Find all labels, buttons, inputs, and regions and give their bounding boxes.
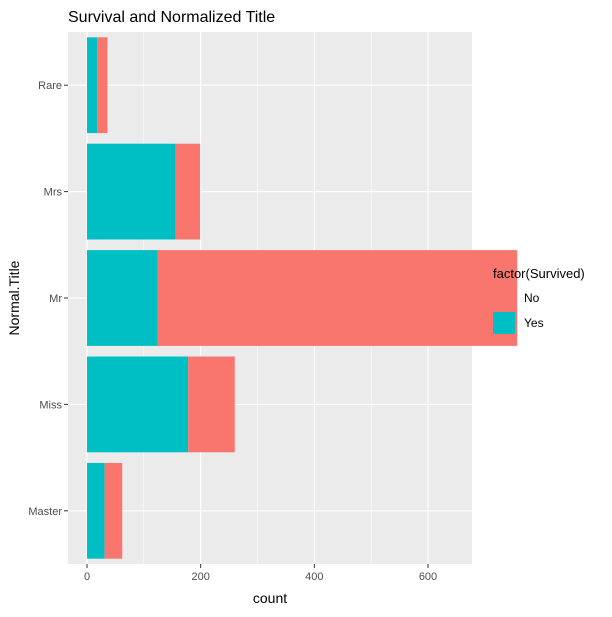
x-tick-label: 200	[191, 571, 209, 583]
y-tick-label: Miss	[39, 399, 62, 411]
bar-mrs-no	[175, 143, 201, 240]
y-tick-label: Rare	[38, 80, 62, 92]
legend: factor(Survived) No Yes	[493, 266, 585, 334]
y-tick-label: Master	[28, 506, 62, 518]
bar-mr-no	[157, 250, 518, 346]
bar-master-no	[104, 462, 123, 559]
bar-mrs-yes	[87, 143, 176, 240]
bar-miss-no	[188, 356, 235, 453]
bar-miss-yes	[87, 356, 189, 453]
x-tick-label: 600	[419, 571, 437, 583]
bar-master-yes	[87, 462, 105, 559]
legend-label-no: No	[524, 291, 540, 305]
x-tick-label: 400	[305, 571, 323, 583]
y-tick-label: Mr	[49, 293, 62, 305]
y-tick-label: Mrs	[44, 187, 63, 199]
legend-key-no	[493, 287, 515, 309]
bars	[87, 37, 518, 559]
bar-rare-yes	[87, 37, 98, 134]
bar-rare-no	[97, 37, 108, 134]
x-tick-label: 0	[84, 571, 90, 583]
legend-label-yes: Yes	[524, 316, 544, 330]
bar-mr-yes	[87, 250, 158, 346]
chart-title: Survival and Normalized Title	[68, 9, 275, 26]
legend-key-yes	[493, 312, 515, 334]
y-axis-title: Normal.Title	[6, 260, 22, 335]
x-axis: 0 200 400 600	[84, 564, 437, 583]
x-axis-title: count	[253, 590, 287, 606]
legend-title: factor(Survived)	[493, 266, 585, 281]
y-axis: Master Miss Mr Mrs Rare	[28, 80, 68, 518]
